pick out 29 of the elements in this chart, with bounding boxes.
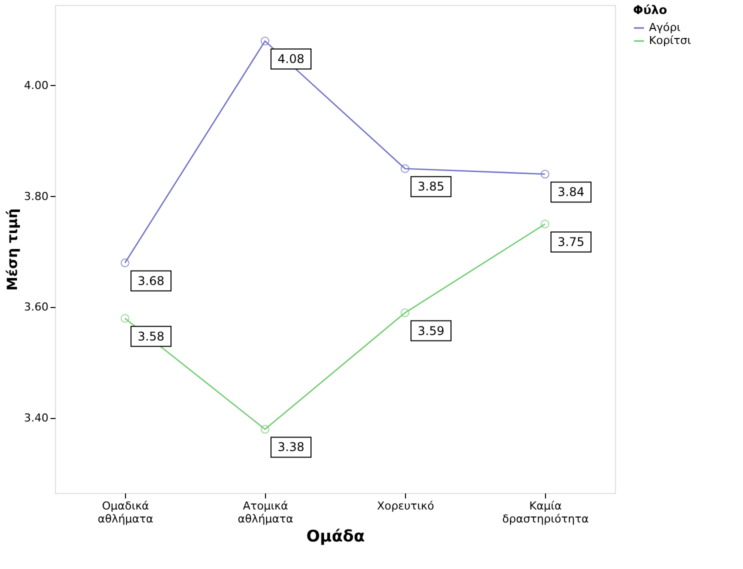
legend-title: Φύλο bbox=[633, 3, 668, 17]
legend-label: Κορίτσι bbox=[649, 34, 692, 47]
x-tick-label: Ατομικά αθλήματα bbox=[238, 500, 294, 526]
y-tick-label: 4.00 bbox=[24, 78, 48, 92]
data-label: 3.68 bbox=[138, 274, 164, 288]
point bbox=[400, 164, 410, 173]
point bbox=[260, 36, 270, 46]
x-tick-label: Καμία δραστηριότητα bbox=[502, 500, 589, 526]
point bbox=[260, 424, 270, 434]
y-tick-label: 3.60 bbox=[24, 300, 48, 314]
x-tick-label: Ομαδικά αθλήματα bbox=[98, 500, 154, 526]
data-label: 3.38 bbox=[278, 440, 304, 454]
point bbox=[120, 314, 130, 323]
data-label: 3.85 bbox=[418, 180, 444, 194]
x-tick-label: Χορευτικό bbox=[376, 500, 434, 512]
y-axis-title: Μέση τιμή bbox=[5, 208, 22, 291]
data-label: 3.58 bbox=[138, 329, 164, 344]
data-label: 3.75 bbox=[558, 235, 584, 250]
y-tick-label: 3.40 bbox=[24, 412, 48, 425]
data-label: 4.08 bbox=[278, 52, 304, 66]
point bbox=[540, 170, 550, 178]
legend-label: Αγόρι bbox=[649, 21, 681, 34]
point bbox=[120, 258, 130, 268]
data-label: 3.59 bbox=[418, 324, 444, 338]
data-label: 3.84 bbox=[558, 185, 584, 200]
point bbox=[400, 308, 410, 318]
point bbox=[540, 220, 550, 228]
y-tick-label: 3.80 bbox=[24, 190, 48, 203]
x-axis-title: Ομάδα bbox=[306, 526, 365, 546]
